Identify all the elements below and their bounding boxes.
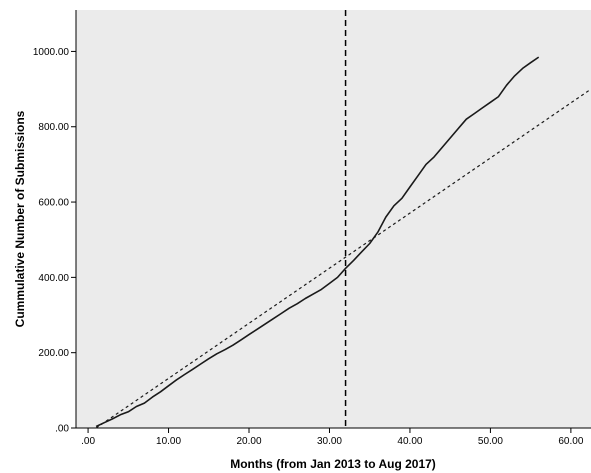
x-tick-label: 40.00	[397, 436, 422, 447]
x-tick-label: 60.00	[558, 436, 583, 447]
x-tick-label: .00	[81, 436, 95, 447]
x-tick-label: 10.00	[156, 436, 181, 447]
y-tick-label: 400.00	[38, 273, 69, 284]
y-tick-label: 600.00	[38, 198, 69, 209]
y-axis-ticks: .00 200.00 400.00 600.00 800.00 1000.00	[33, 47, 76, 435]
y-tick-label: 200.00	[38, 348, 69, 359]
y-tick-label: 1000.00	[33, 47, 70, 58]
series-layer	[95, 10, 591, 429]
x-tick-label: 50.00	[478, 436, 503, 447]
x-axis-title: Months (from Jan 2013 to Aug 2017)	[230, 457, 436, 471]
x-tick-label: 30.00	[317, 436, 342, 447]
y-tick-label: 800.00	[38, 122, 69, 133]
cumulative-submissions-line	[95, 56, 540, 428]
y-tick-label: .00	[55, 424, 69, 435]
trend-line-dashed	[95, 88, 591, 429]
plot-background	[76, 10, 591, 428]
y-axis-title: Cummulative Number of Submissions	[13, 110, 27, 327]
x-axis-ticks: .00 10.00 20.00 30.00 40.00 50.00 60.00	[81, 428, 584, 447]
x-tick-label: 20.00	[236, 436, 261, 447]
